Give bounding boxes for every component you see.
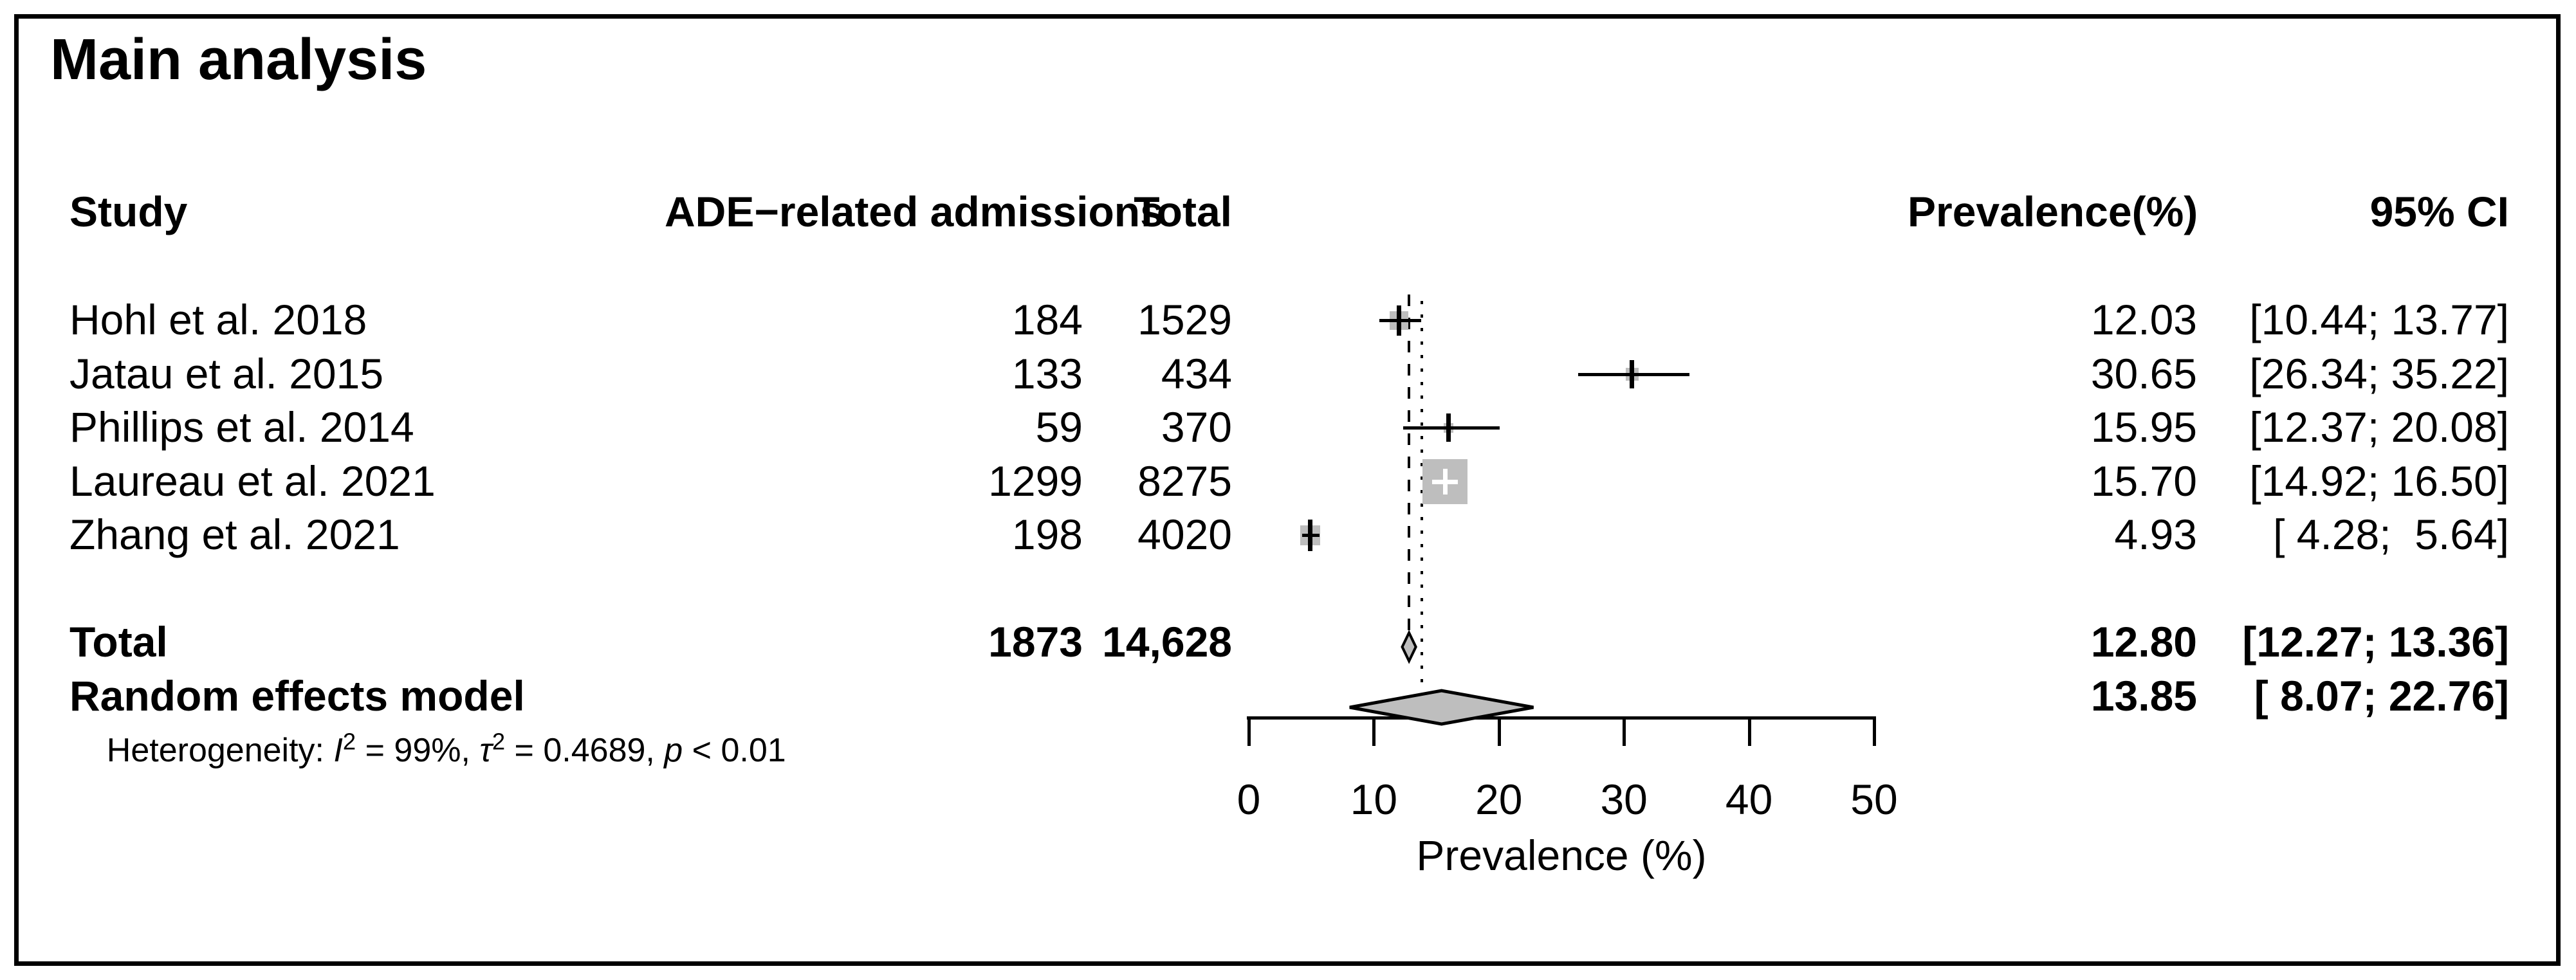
study-ci: [10.44; 13.77] (2249, 296, 2509, 344)
figure-title: Main analysis (50, 28, 427, 92)
total-total: 14,628 (1102, 618, 1232, 666)
study-admissions: 184 (1011, 296, 1083, 344)
random-effects-label: Random effects model (69, 672, 525, 720)
x-axis-tick-label: 0 (1237, 776, 1261, 823)
study-label: Zhang et al. 2021 (69, 511, 400, 559)
study-estimate-tick (1630, 360, 1635, 388)
study-estimate-cross (1442, 469, 1448, 495)
x-axis-tick (1372, 718, 1376, 746)
study-estimate-tick (1308, 519, 1313, 551)
study-ci: [14.92; 16.50] (2249, 457, 2509, 505)
figure-border (14, 14, 2561, 966)
i-squared-sup: 2 (342, 728, 356, 755)
x-axis-line (1247, 716, 1876, 720)
x-axis-tick-label: 10 (1350, 776, 1398, 823)
study-admissions: 198 (1011, 511, 1083, 559)
total-prevalence: 12.80 (2090, 618, 2197, 666)
heterogeneity-note: Heterogeneity: I2 = 99%, τ2 = 0.4689, p … (69, 690, 786, 809)
x-axis-tick (1247, 718, 1251, 746)
total-admissions: 1873 (988, 618, 1083, 666)
study-ci: [ 4.28; 5.64] (2273, 511, 2509, 559)
study-total: 434 (1161, 350, 1232, 398)
heterogeneity-text: Heterogeneity: (106, 731, 334, 769)
ref-line-dotted (1421, 301, 1424, 684)
ref-line-dashed (1407, 295, 1410, 631)
study-label: Phillips et al. 2014 (69, 403, 414, 451)
heterogeneity-text: = 99%, (356, 731, 480, 769)
study-total: 8275 (1137, 457, 1232, 505)
study-estimate-tick (1446, 413, 1451, 442)
x-axis-tick-label: 50 (1850, 776, 1898, 823)
study-admissions: 133 (1011, 350, 1083, 398)
col-header-study: Study (69, 188, 188, 236)
study-total: 1529 (1137, 296, 1232, 344)
x-axis-tick (1497, 718, 1501, 746)
col-header-total: Total (1134, 188, 1232, 236)
random-effects-ci: [ 8.07; 22.76] (2254, 672, 2509, 720)
study-ci-line (1403, 426, 1500, 430)
x-axis-label: Prevalence (%) (1416, 831, 1707, 879)
random-effects-prevalence: 13.85 (2090, 672, 2197, 720)
p-value-symbol: p (664, 731, 683, 769)
study-total: 370 (1161, 403, 1232, 451)
x-axis-tick (1873, 718, 1876, 746)
study-prevalence: 15.70 (2090, 457, 2197, 505)
random-effects-diamond (1349, 689, 1534, 726)
study-total: 4020 (1137, 511, 1232, 559)
study-prevalence: 15.95 (2090, 403, 2197, 451)
heterogeneity-text: < 0.01 (683, 731, 786, 769)
col-header-ci: 95% CI (2369, 188, 2509, 236)
x-axis-tick-label: 40 (1725, 776, 1773, 823)
common-effect-diamond (1401, 630, 1417, 664)
heterogeneity-text: = 0.4689, (505, 731, 665, 769)
study-label: Laureau et al. 2021 (69, 457, 436, 505)
study-admissions: 59 (1035, 403, 1083, 451)
study-estimate-tick (1397, 305, 1402, 336)
x-axis-tick-label: 20 (1475, 776, 1523, 823)
study-prevalence: 12.03 (2090, 296, 2197, 344)
i-squared-symbol: I (333, 731, 343, 769)
study-prevalence: 4.93 (2114, 511, 2197, 559)
x-axis-tick (1747, 718, 1751, 746)
study-label: Jatau et al. 2015 (69, 350, 384, 398)
study-admissions: 1299 (988, 457, 1083, 505)
study-ci: [12.37; 20.08] (2249, 403, 2509, 451)
study-label: Hohl et al. 2018 (69, 296, 367, 344)
col-header-prevalence: Prevalence(%) (1908, 188, 2198, 236)
total-label: Total (69, 618, 168, 666)
study-ci: [26.34; 35.22] (2249, 350, 2509, 398)
study-prevalence: 30.65 (2090, 350, 2197, 398)
tau-squared-symbol: τ (479, 731, 492, 769)
tau-squared-sup: 2 (492, 728, 506, 755)
total-ci: [12.27; 13.36] (2242, 618, 2509, 666)
x-axis-tick-label: 30 (1600, 776, 1648, 823)
x-axis-tick (1623, 718, 1626, 746)
